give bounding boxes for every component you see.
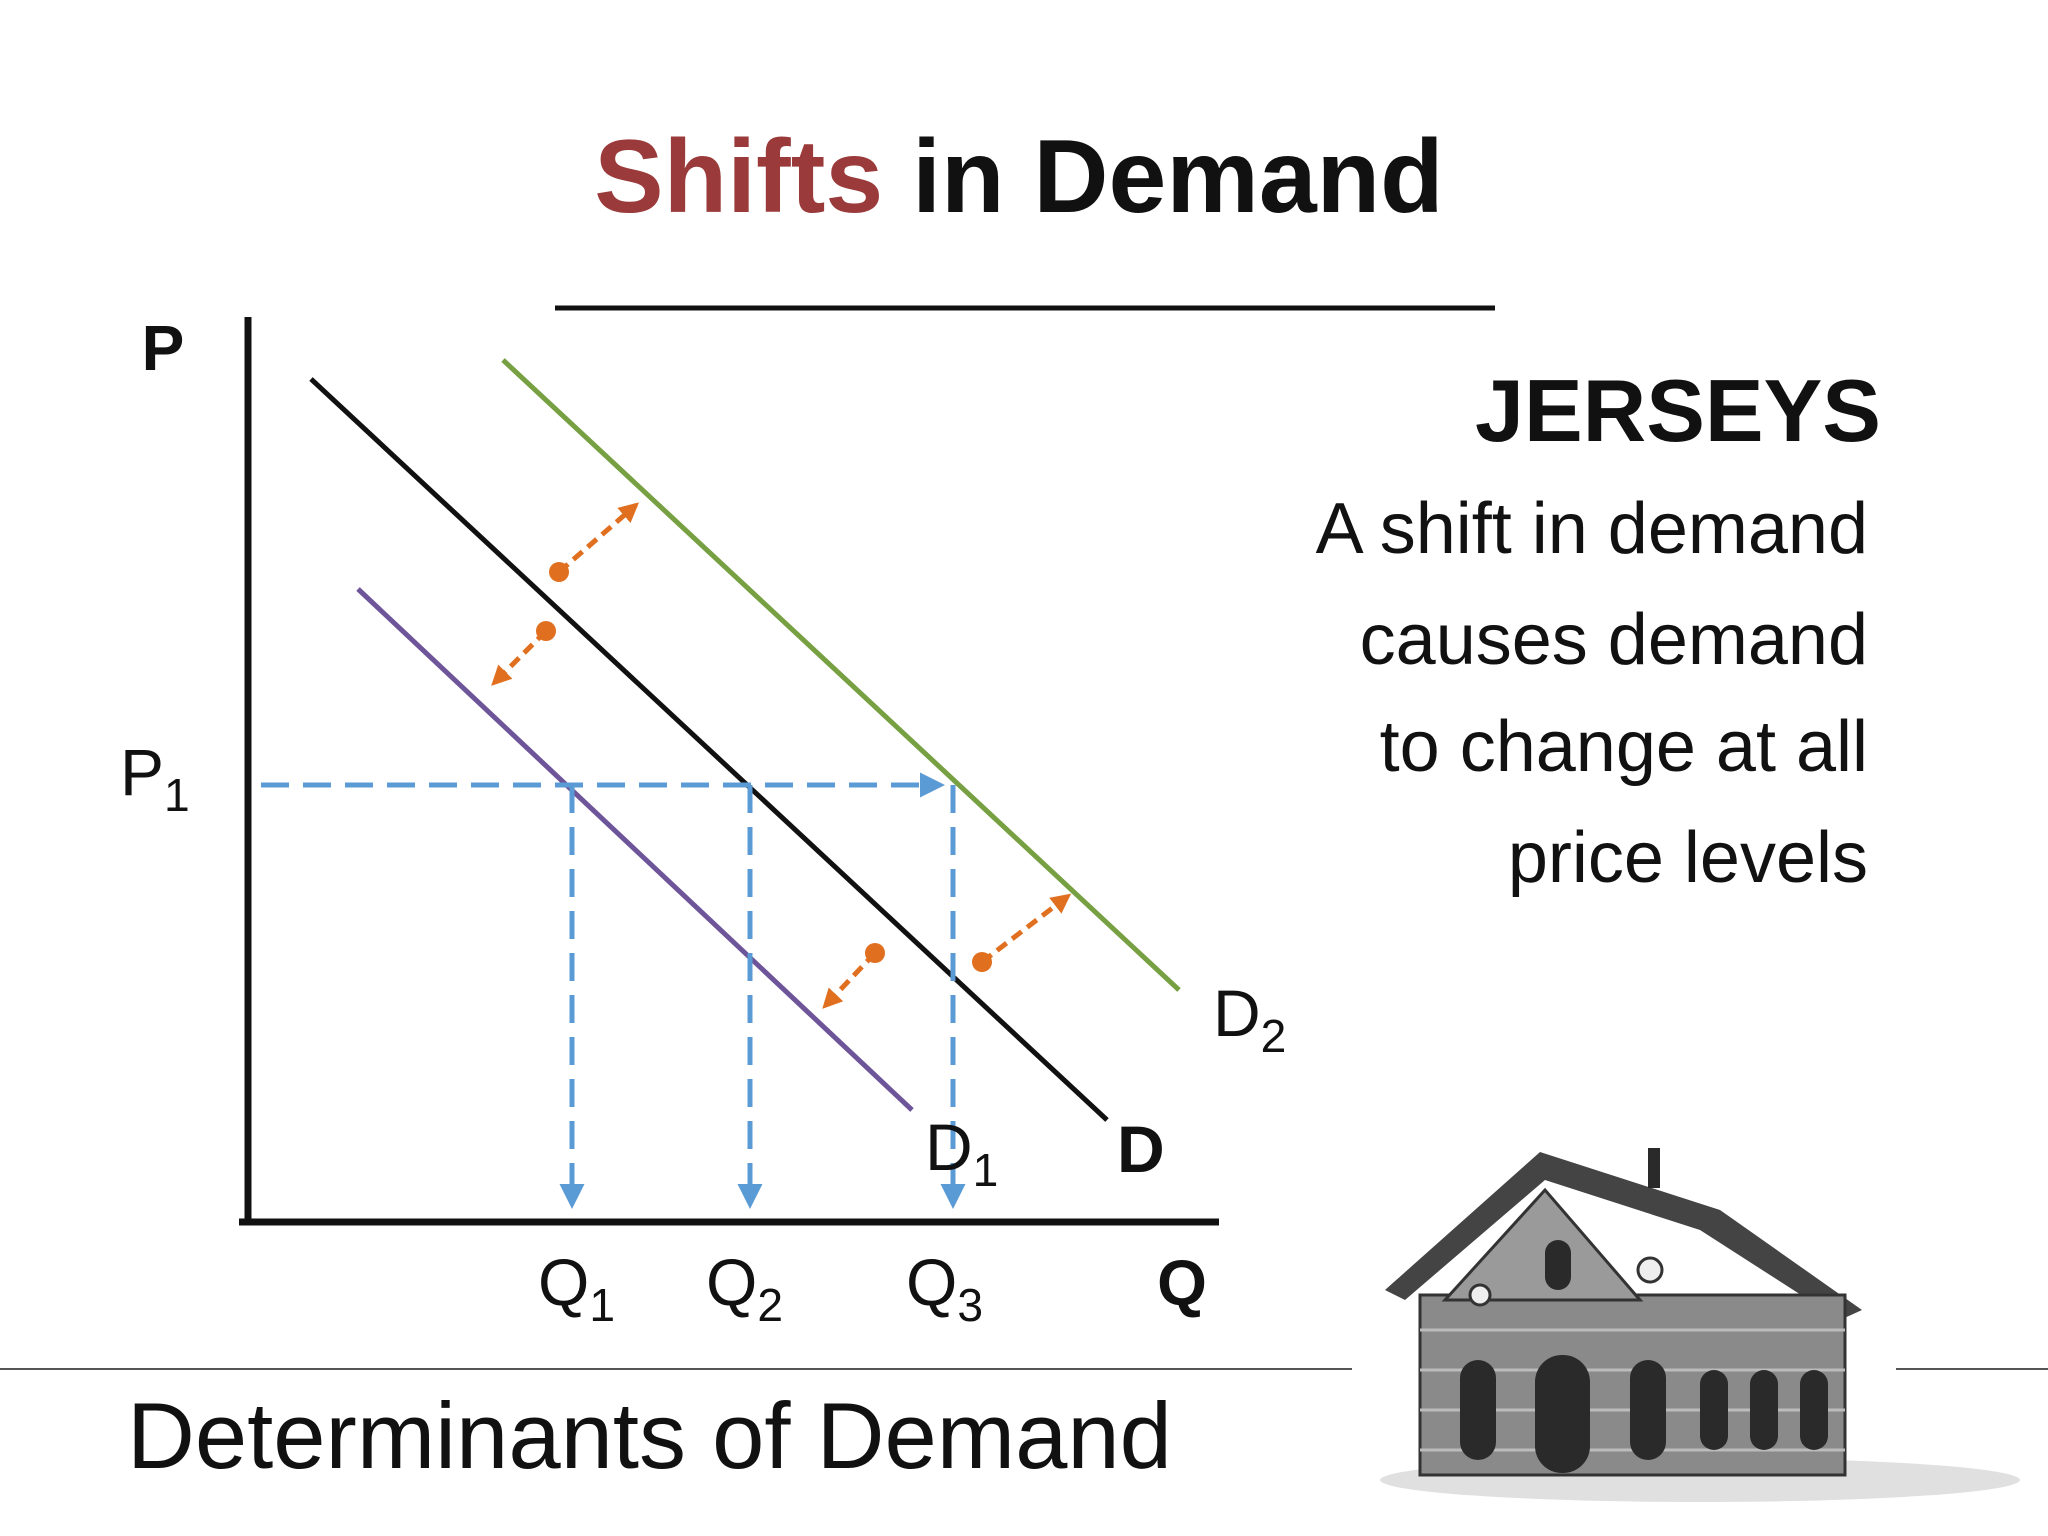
label-sub: 1: [973, 1144, 999, 1196]
label-text: P: [120, 735, 164, 809]
sidebar-heading: JERSEYS: [1475, 361, 1881, 460]
quantity-label: Q2: [706, 1245, 783, 1331]
building-illustration: [1380, 1148, 2020, 1502]
y-axis-label: P: [142, 312, 185, 384]
quantity-label: Q3: [906, 1245, 983, 1331]
shift-arrow: [491, 621, 556, 686]
sidebar-line: price levels: [1508, 818, 1868, 898]
demand-curve-d: [309, 377, 1109, 1122]
demand-curve-d1: [356, 587, 914, 1112]
x-axis-label: Q: [1157, 1247, 1207, 1319]
shift-arrows: [491, 502, 1072, 1009]
label-text: D: [1213, 976, 1261, 1050]
sidebar-line: causes demand: [1360, 600, 1868, 680]
label-text: D: [925, 1110, 973, 1184]
curve-label: D2: [1213, 976, 1286, 1062]
quantity-label: Q1: [538, 1245, 615, 1331]
label-text: Q: [906, 1245, 957, 1319]
label-sub: 1: [164, 769, 190, 821]
label-sub: 1: [589, 1279, 615, 1331]
label-text: Q: [538, 1245, 589, 1319]
sidebar-line: A shift in demand: [1316, 489, 1868, 569]
curve-label: D: [1117, 1112, 1165, 1186]
sidebar-line: to change at all: [1380, 707, 1868, 787]
title-highlight: Shifts: [594, 119, 883, 235]
label-text: Q: [706, 1245, 757, 1319]
label-sub: 2: [1261, 1010, 1287, 1062]
shift-arrow: [549, 502, 640, 582]
shift-arrow: [972, 893, 1072, 972]
price-label: P1: [120, 735, 190, 821]
shift-arrow: [822, 943, 885, 1009]
label-sub: 2: [757, 1279, 783, 1331]
slide-title: Shifts in Demand: [594, 119, 1443, 235]
demand-curve-d2: [501, 358, 1181, 992]
footer-title: Determinants of Demand: [127, 1383, 1172, 1488]
label-sub: 3: [957, 1279, 983, 1331]
guide-lines: [261, 772, 966, 1209]
label-text: D: [1117, 1112, 1165, 1186]
title-rest: in Demand: [912, 119, 1444, 235]
curve-label: D1: [925, 1110, 998, 1196]
